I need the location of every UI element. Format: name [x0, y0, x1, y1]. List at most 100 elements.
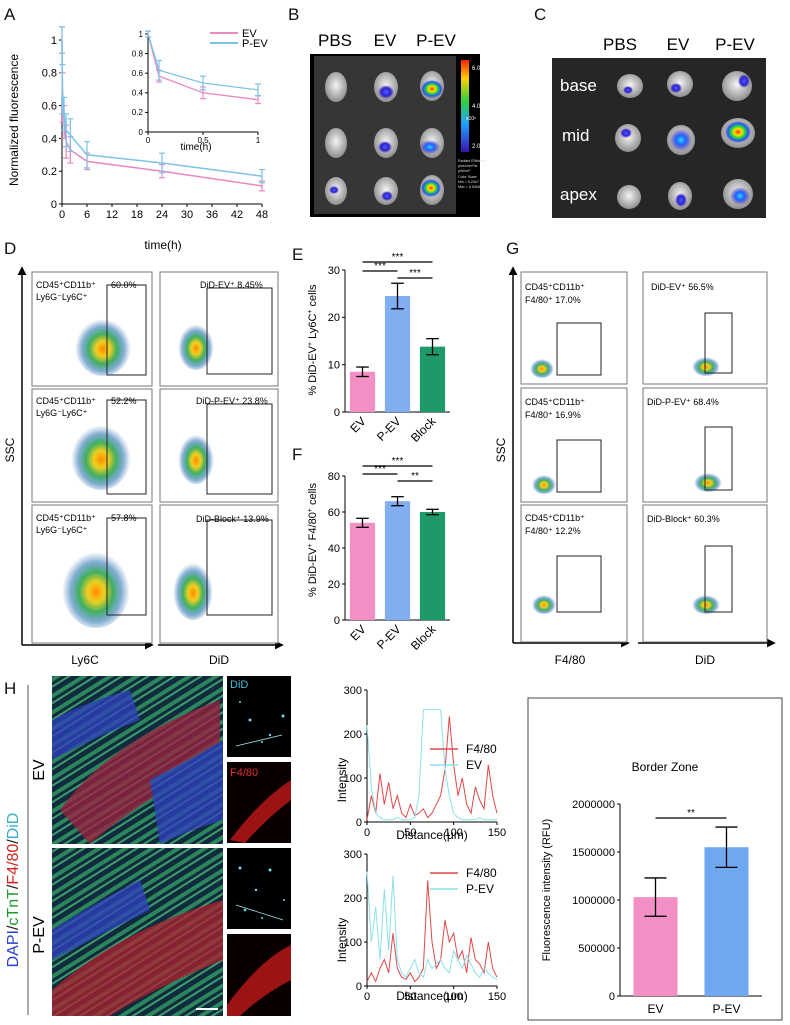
gate-percent: 57.8%: [111, 513, 137, 523]
panel-a-legend: EV P-EV: [210, 28, 268, 50]
gate-label: DiD-EV⁺ 8.45%: [200, 280, 263, 290]
panel-h-bottom-xlabel: Distance(μm): [396, 989, 468, 1003]
y-tick-label: 1500000: [572, 847, 615, 859]
x-tick-label: 6: [84, 209, 90, 221]
y-tick-label: 1000000: [572, 895, 615, 907]
x-tick-label: 12: [106, 209, 118, 221]
y-tick-label: 10: [328, 360, 340, 372]
legend-ev: EV: [466, 758, 482, 772]
category-label: P-EV: [712, 1002, 740, 1016]
panel-e-ylabel: % DiD-EV+ Ly6C+ cells: [307, 284, 319, 396]
channel-label-did: DiD: [230, 679, 248, 691]
colorbar-caption-6: Max = 6.54e8: [458, 185, 480, 189]
bar: [384, 501, 411, 620]
panel-g-flow-cytometry: SSC F4/80 DiD CD45⁺CD11b⁺ F4/80⁺ 17.0% C…: [494, 266, 776, 667]
panel-d-xlabel-left: Ly6C: [71, 653, 99, 667]
legend-f480: F4/80: [466, 866, 497, 880]
x-tick-label: 100: [444, 827, 462, 839]
y-tick-label: 0: [334, 407, 340, 419]
panel-d-ylabel: SSC: [3, 437, 17, 462]
ylabel-part: DAPI: [5, 930, 22, 967]
significance-label: **: [411, 471, 419, 482]
gate-label: DiD-P-EV⁺ 23.8%: [196, 396, 268, 406]
panel-letters: A B C D E F G H I: [4, 5, 546, 720]
series-line: [147, 33, 259, 91]
significance-label: ***: [392, 456, 404, 467]
panel-a-xlabel: time(h): [144, 238, 181, 252]
gate-label: DiD-Block⁺ 60.3%: [647, 514, 720, 524]
y-tick-label: 0.4: [132, 89, 144, 98]
flow-plot: DiD-Block⁺ 60.3%: [642, 504, 768, 643]
significance-label: **: [687, 808, 695, 819]
panel-h-row-ev: EV: [31, 759, 48, 781]
y-tick-label: 80: [328, 471, 340, 483]
panel-b-col-ev: EV: [374, 31, 397, 50]
x-tick-label: 1: [256, 136, 261, 145]
panel-c-heart-sections: PBS EV P-EV base mid apex: [552, 35, 766, 218]
category-label: P-EV: [374, 622, 404, 652]
y-tick-label: 100: [344, 937, 362, 949]
colorbar-tick-4: 4.0: [472, 104, 481, 110]
x-tick-label: 150: [488, 991, 506, 1003]
x-tick-label: 0: [364, 827, 370, 839]
colorbar-caption-2: p/sec/cm²/sr: [458, 164, 478, 168]
y-tick-label: 0: [609, 991, 615, 1003]
panel-i-title: Border Zone: [632, 760, 699, 774]
colorbar-tick-6: 6.0: [472, 66, 481, 72]
gate-label: DiD-P-EV⁺ 68.4%: [647, 397, 719, 407]
category-label: EV: [347, 622, 368, 643]
bar: [419, 512, 446, 620]
bar: [349, 522, 376, 620]
series-line: [366, 880, 498, 983]
gate-label: F4/80⁺ 16.9%: [525, 410, 581, 420]
x-tick-label: 42: [231, 209, 243, 221]
flow-plot: DiD-P-EV⁺ 23.8%: [159, 388, 279, 503]
gate-label: F4/80⁺ 17.0%: [525, 295, 581, 305]
gate-label: F4/80⁺ 12.2%: [525, 526, 581, 536]
x-tick-label: 0: [146, 136, 151, 145]
panel-b-ivis-image: PBS EV P-EV 6.0 4.0 x10⁵ 2.0 Radiant Eff…: [310, 31, 487, 217]
panel-i-bar-chart: 0 500000 1000000 1500000 2000000 EV P-EV **: [572, 799, 762, 1016]
x-tick-label: 18: [131, 209, 143, 221]
panel-c-row-base: base: [560, 76, 597, 95]
gate-label: CD45⁺CD11b⁺: [525, 397, 585, 407]
y-tick-label: 0.6: [132, 69, 144, 78]
series-line: [366, 871, 498, 980]
y-tick-label: 0: [334, 615, 340, 627]
y-tick-label: 0.6: [42, 100, 57, 112]
y-tick-label: 30: [328, 265, 340, 277]
x-tick-label: 50: [404, 827, 416, 839]
bar: [384, 296, 411, 412]
y-tick-label: 60: [328, 507, 340, 519]
flow-plot: CD45⁺CD11b⁺ F4/80⁺ 17.0%: [520, 271, 628, 385]
x-tick-label: 0.5: [197, 136, 209, 145]
y-tick-label: 0: [356, 981, 362, 993]
panel-h-ylabel: DAPI/cTnT/F4/80/DiD: [5, 813, 22, 968]
panel-e-bar-chart: 0 10 20 30 EV P-EV Block *** *** ***: [328, 252, 450, 445]
series-line: [147, 33, 259, 101]
gate-label: Ly6G⁻Ly6C⁺: [36, 292, 88, 302]
ylabel-part: F4/80: [5, 844, 22, 885]
y-tick-label: 200: [344, 893, 362, 905]
y-tick-label: 20: [328, 312, 340, 324]
gate-percent: 52.2%: [111, 396, 137, 406]
x-tick-label: 30: [181, 209, 193, 221]
x-tick-label: 24: [156, 209, 168, 221]
panel-c-col-p-ev: P-EV: [715, 35, 755, 54]
legend-ev: EV: [242, 28, 257, 40]
flow-plot: CD45⁺CD11b⁺ Ly6G⁻Ly6C⁺ 52.2%: [31, 388, 153, 503]
legend-p-ev: P-EV: [466, 882, 494, 896]
panel-h-bottom-ylabel: Intensity: [335, 918, 349, 963]
gate-label: CD45⁺CD11b⁺: [36, 513, 96, 523]
x-tick-label: 150: [488, 827, 506, 839]
panel-b-col-pbs: PBS: [318, 31, 352, 50]
ylabel-part: /: [5, 925, 22, 930]
flow-plot: DiD-P-EV⁺ 68.4%: [642, 387, 768, 503]
panel-c-row-mid: mid: [562, 126, 589, 145]
bar: [704, 847, 749, 996]
microscopy-red-blue-overlay: [52, 880, 223, 1016]
panel-letter-c: C: [534, 5, 546, 24]
x-tick-label: 36: [206, 209, 218, 221]
